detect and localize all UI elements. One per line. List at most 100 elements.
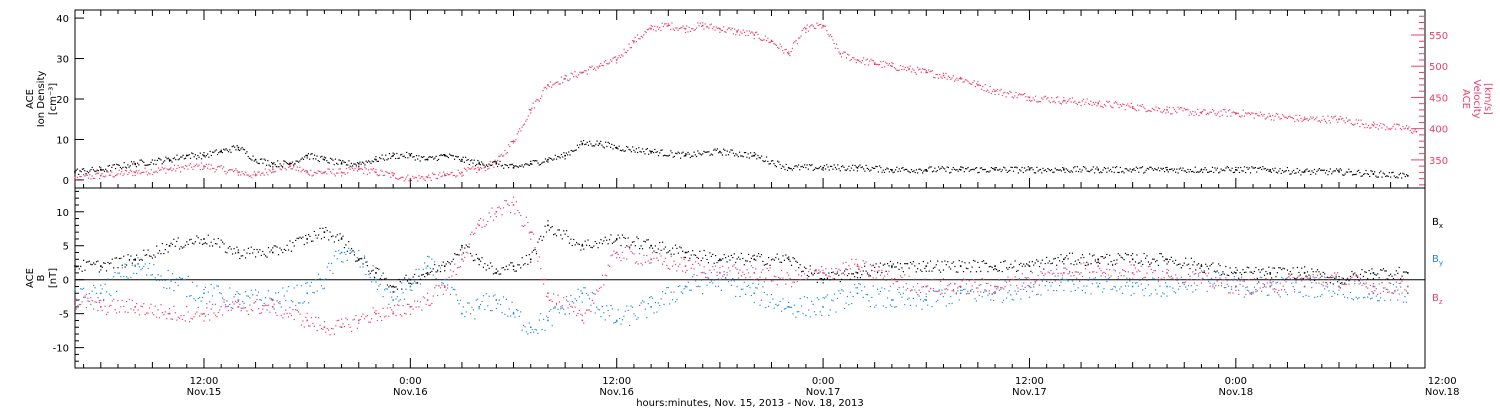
velocity-series-dot <box>323 172 325 174</box>
velocity-series-dot <box>1339 115 1341 118</box>
bz-series-dot <box>617 253 619 256</box>
by-series-dot <box>451 286 453 289</box>
density-series-dot <box>544 158 547 160</box>
density-series-dot <box>76 168 79 170</box>
bz-series-dot <box>905 283 907 285</box>
bx-series-dot <box>173 238 175 240</box>
density-series-dot <box>1387 175 1389 177</box>
by-series-dot <box>998 289 1000 291</box>
bz-series-dot <box>478 219 480 221</box>
bx-series-dot <box>166 243 168 246</box>
by-series-dot <box>286 290 288 292</box>
bx-series-point <box>1097 258 1100 261</box>
density-series-dot <box>865 164 867 166</box>
bz-series-dot <box>676 270 678 272</box>
bz-series-dot <box>1144 276 1147 278</box>
velocity-series-point <box>667 24 670 27</box>
velocity-series-point <box>134 171 136 174</box>
bz-series-dot <box>545 295 548 297</box>
by-series-dot <box>469 313 472 315</box>
velocity-series-dot <box>532 102 534 104</box>
bx-series-dot <box>322 227 324 229</box>
density-series-dot <box>1163 171 1166 173</box>
by-series-dot <box>587 294 589 296</box>
bz-series-dot <box>1391 291 1393 294</box>
by-series-dot <box>1107 277 1109 280</box>
velocity-series-dot <box>1074 100 1076 102</box>
bx-series-dot <box>243 249 245 251</box>
density-series-dot <box>904 168 906 171</box>
density-series-dot <box>1232 171 1234 174</box>
bx-series-dot <box>555 235 558 237</box>
velocity-series-dot <box>646 29 649 31</box>
velocity-series-point <box>615 59 618 61</box>
velocity-series-dot <box>102 175 104 177</box>
velocity-series-point <box>908 68 910 71</box>
velocity-series-dot <box>478 169 480 171</box>
velocity-series-point <box>512 140 515 142</box>
velocity-series-dot <box>856 59 859 61</box>
density-series-dot <box>910 169 913 171</box>
velocity-series-dot <box>269 170 271 172</box>
by-series-dot <box>328 262 330 264</box>
bz-series-dot <box>1233 278 1235 280</box>
density-series-dot <box>323 156 325 158</box>
velocity-series-dot <box>851 56 854 59</box>
by-series-dot <box>131 264 133 266</box>
velocity-series-dot <box>1367 125 1370 127</box>
density-series-dot <box>1175 171 1177 173</box>
velocity-series-dot <box>694 29 696 31</box>
bz-series-dot <box>1025 277 1028 279</box>
velocity-series-dot <box>445 174 447 177</box>
density-series-dot <box>791 169 793 171</box>
velocity-series-dot <box>576 76 579 78</box>
by-series-dot <box>978 294 980 297</box>
density-series-dot <box>796 166 798 168</box>
by-series-dot <box>852 295 854 298</box>
density-series-dot <box>752 155 754 157</box>
density-series-point <box>237 146 240 149</box>
bz-series-dot <box>713 269 715 271</box>
density-series-dot <box>113 164 115 166</box>
by-series-dot <box>968 292 970 295</box>
by-series-dot <box>795 316 797 318</box>
density-series-dot <box>1149 166 1151 168</box>
density-series-dot <box>144 164 146 166</box>
by-series-dot <box>256 294 258 297</box>
bx-series-dot <box>157 252 159 254</box>
bx-series-dot <box>435 271 437 273</box>
density-series-dot <box>406 151 408 154</box>
bz-series-dot <box>1402 278 1405 280</box>
by-series-dot <box>752 282 754 284</box>
bz-series-dot <box>898 286 900 289</box>
bx-series-dot <box>554 233 556 235</box>
density-series-dot <box>553 158 555 160</box>
density-series-dot <box>767 160 769 163</box>
by-series-dot <box>1040 294 1042 296</box>
velocity-series-dot <box>1240 116 1242 118</box>
bz-series-dot <box>702 271 704 274</box>
by-series-dot <box>1215 276 1217 279</box>
density-series-dot <box>1010 166 1012 168</box>
velocity-series-dot <box>638 37 640 40</box>
by-series-dot <box>467 302 469 304</box>
density-series-dot <box>820 165 822 168</box>
density-series-dot <box>724 149 726 151</box>
velocity-series-dot <box>197 165 199 167</box>
density-series-point <box>323 158 326 161</box>
bz-series-dot <box>780 269 783 272</box>
density-series-dot <box>851 164 854 166</box>
velocity-series-dot <box>1409 129 1411 132</box>
velocity-tick-label: 550 <box>1429 31 1448 42</box>
density-series-dot <box>498 163 500 165</box>
bz-series-dot <box>618 257 621 259</box>
velocity-series-dot <box>165 172 167 174</box>
bz-series-dot <box>515 201 518 203</box>
density-series-dot <box>1197 171 1199 173</box>
velocity-series-dot <box>1166 106 1168 108</box>
bx-series-dot <box>428 273 430 275</box>
density-series-dot <box>1022 171 1024 174</box>
by-series-dot <box>811 300 813 302</box>
velocity-series-dot <box>720 29 722 31</box>
bx-series-dot <box>319 227 321 229</box>
